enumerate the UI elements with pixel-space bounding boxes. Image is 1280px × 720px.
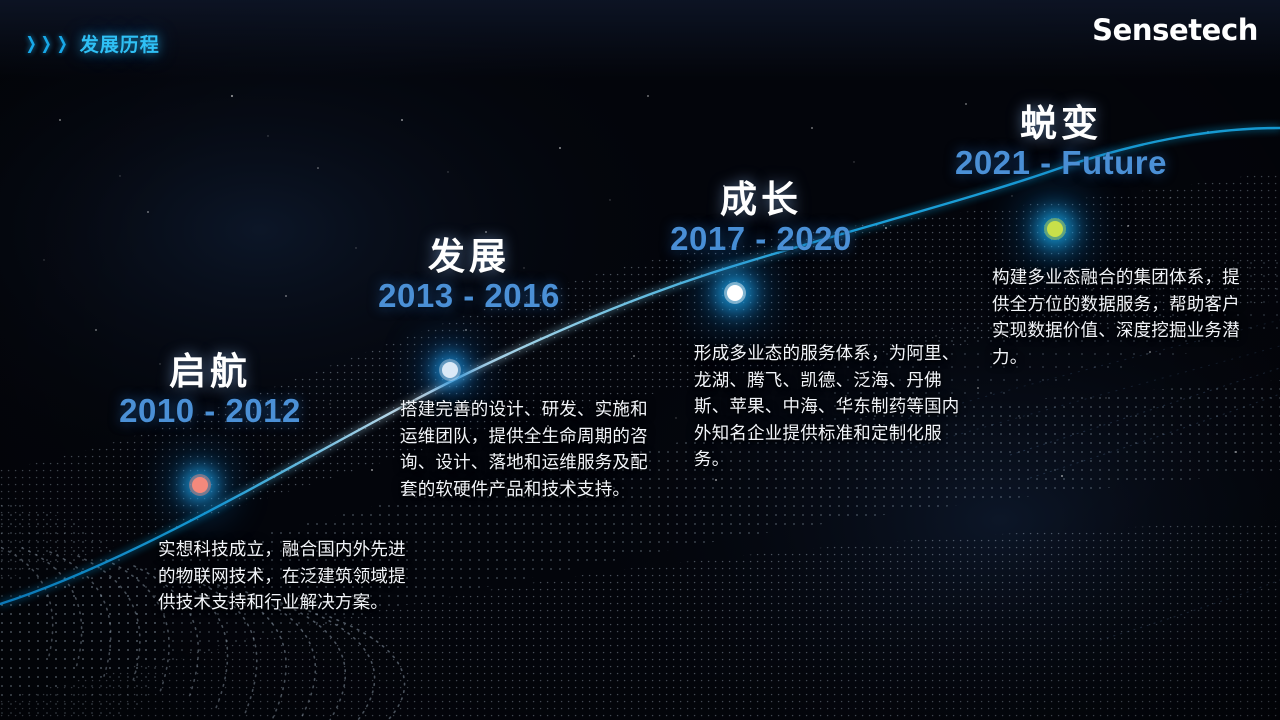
milestone-2021-title: 蜕变: [1020, 103, 1102, 144]
milestone-2021-years: 2021 - Future: [955, 143, 1167, 181]
milestone-2021-head: 蜕变 2021 - Future: [930, 104, 1192, 183]
chevron-1: ❯: [25, 34, 37, 53]
slide-header: ❯ ❯ ❯ 发展历程 Sensetech: [0, 0, 1280, 72]
triple-chevron-right-icon: ❯ ❯ ❯: [24, 35, 69, 52]
milestone-2013-description: 搭建完善的设计、研发、实施和运维团队，提供全生命周期的咨询、设计、落地和运维服务…: [400, 399, 648, 499]
milestone-2010-title: 启航: [169, 351, 251, 392]
milestone-2017-title: 成长: [720, 179, 802, 220]
milestone-2017-description: 形成多业态的服务体系，为阿里、龙湖、腾飞、凯德、泛海、丹佛斯、苹果、中海、华东制…: [694, 343, 960, 470]
brand-logo: Sensetech: [1092, 13, 1258, 47]
milestone-2013-head: 发展 2013 - 2016: [344, 237, 594, 316]
chevron-2: ❯: [40, 34, 52, 53]
milestone-2010-description: 实想科技成立，融合国内外先进的物联网技术，在泛建筑领域提供技术支持和行业解决方案…: [158, 539, 406, 613]
milestone-2021-description: 构建多业态融合的集团体系，提供全方位的数据服务，帮助客户实现数据价值、深度挖掘业…: [992, 267, 1240, 367]
milestone-2010-head: 启航 2010 - 2012: [100, 352, 320, 431]
milestone-2010-years: 2010 - 2012: [119, 391, 301, 429]
chevron-3: ❯: [56, 34, 68, 53]
milestone-2017-dot[interactable]: [727, 285, 743, 301]
milestone-2013-dot[interactable]: [442, 362, 458, 378]
milestone-2017-years: 2017 - 2020: [670, 219, 852, 257]
milestone-2013-years: 2013 - 2016: [378, 276, 560, 314]
milestone-2013-title: 发展: [428, 236, 510, 277]
milestone-2017-head: 成长 2017 - 2020: [630, 180, 892, 259]
milestone-2021-dot[interactable]: [1047, 221, 1063, 237]
milestone-2010-dot[interactable]: [192, 477, 208, 493]
page-title: 发展历程: [79, 35, 160, 56]
section-tag: ❯ ❯ ❯ 发展历程: [24, 30, 160, 57]
